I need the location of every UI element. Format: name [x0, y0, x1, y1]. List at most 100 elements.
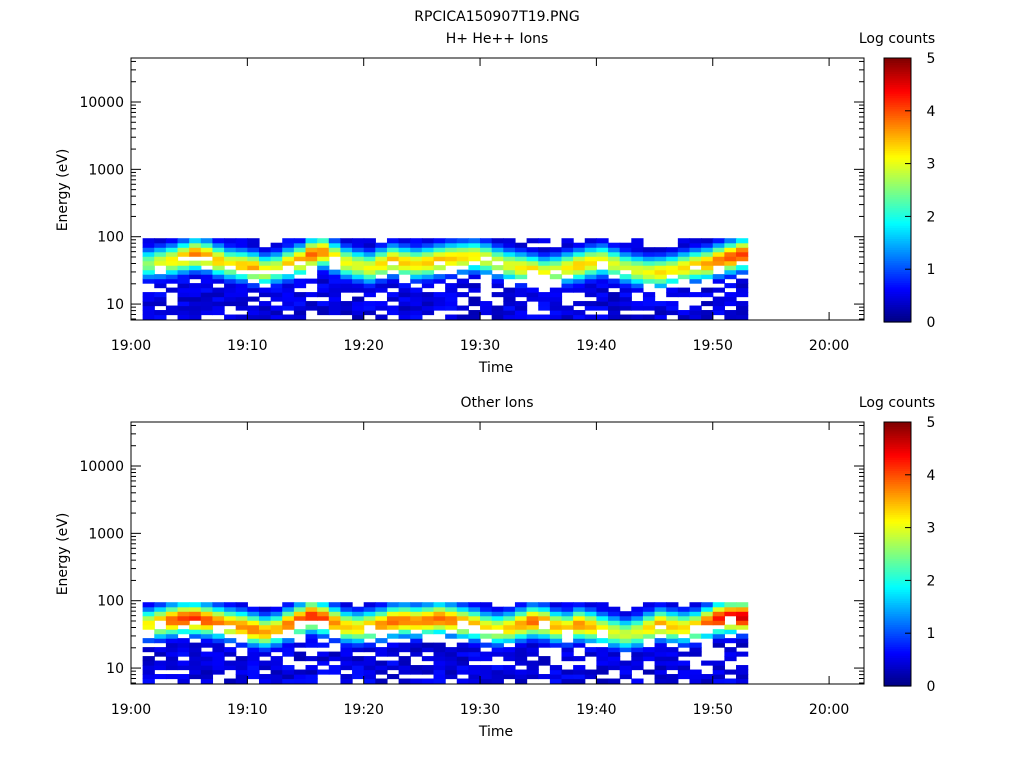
heatmap-cell: [736, 615, 749, 621]
heatmap-cell: [142, 656, 155, 662]
heatmap-cell: [724, 624, 737, 630]
heatmap-cell: [619, 624, 632, 630]
heatmap-cell: [631, 611, 644, 617]
colorbar-step: [884, 472, 911, 476]
heatmap-cell: [142, 678, 155, 684]
heatmap-cell: [328, 301, 342, 307]
colorbar-tick-label: 2: [927, 573, 936, 589]
heatmap-cell: [293, 247, 307, 253]
heatmap-cell: [689, 669, 702, 675]
heatmap-cell: [445, 606, 458, 612]
heatmap-cell: [573, 669, 586, 675]
heatmap-cell: [456, 642, 470, 648]
heatmap-cell: [177, 674, 190, 680]
heatmap-cell: [736, 620, 749, 626]
heatmap-cell: [608, 651, 621, 657]
heatmap-cell: [247, 314, 260, 320]
heatmap-cell: [421, 292, 435, 298]
heatmap-cell: [375, 606, 388, 612]
heatmap-cell: [596, 678, 609, 684]
heatmap-cell: [421, 247, 435, 253]
heatmap-cell: [165, 660, 179, 666]
colorbar-step: [884, 569, 911, 573]
y-tick-label: 10: [106, 297, 124, 313]
x-axis-label: Time: [478, 360, 513, 376]
heatmap-cell: [468, 651, 481, 657]
colorbar-step: [884, 578, 911, 581]
heatmap-cell: [561, 310, 574, 316]
colorbar-step: [884, 286, 911, 290]
heatmap-cell: [282, 292, 295, 298]
heatmap-cell: [293, 669, 307, 675]
heatmap-cell: [200, 242, 214, 248]
heatmap-cell: [398, 656, 411, 662]
heatmap-cell: [538, 602, 551, 608]
colorbar-step: [884, 121, 911, 125]
heatmap-cell: [165, 633, 179, 639]
heatmap-cell: [584, 251, 597, 257]
colorbar-step: [884, 102, 911, 105]
heatmap-cell: [456, 278, 470, 284]
heatmap-cell: [398, 633, 411, 639]
colorbar-step: [884, 128, 911, 132]
heatmap-cell: [619, 265, 632, 271]
heatmap-cell: [375, 305, 388, 311]
heatmap-cell: [654, 660, 667, 666]
heatmap-cell: [352, 642, 365, 648]
heatmap-cell: [689, 602, 702, 608]
heatmap-cell: [631, 660, 644, 666]
heatmap-cell: [165, 647, 179, 653]
heatmap-cell: [154, 256, 167, 262]
heatmap-cell: [736, 669, 749, 675]
x-tick-label: 19:20: [344, 702, 384, 718]
colorbar-step: [884, 313, 911, 316]
heatmap-cell: [480, 674, 493, 680]
heatmap-cell: [258, 314, 272, 320]
heatmap-cell: [398, 642, 411, 648]
heatmap-cell: [189, 296, 202, 302]
heatmap-cell: [596, 305, 609, 311]
heatmap-cell: [491, 624, 504, 630]
heatmap-cell: [421, 242, 435, 248]
heatmap-cell: [701, 247, 714, 253]
heatmap-cell: [282, 665, 295, 671]
heatmap-cell: [642, 265, 656, 271]
colorbar-step: [884, 681, 911, 685]
colorbar-tick-label: 5: [927, 415, 936, 431]
heatmap-cell: [526, 624, 539, 630]
heatmap-cell: [328, 242, 342, 248]
heatmap-cell: [224, 283, 237, 289]
heatmap-cell: [712, 310, 725, 316]
heatmap-cell: [561, 278, 574, 284]
colorbar-step: [884, 648, 911, 652]
heatmap-cell: [666, 651, 679, 657]
heatmap-cell: [642, 651, 656, 657]
heatmap-cell: [503, 251, 516, 257]
colorbar-step: [884, 628, 911, 632]
heatmap-cell: [200, 656, 214, 662]
heatmap-cell: [561, 287, 574, 293]
colorbar-step: [884, 179, 911, 182]
heatmap-cell: [573, 287, 586, 293]
colorbar-step: [884, 683, 911, 687]
heatmap-cell: [642, 606, 656, 612]
heatmap-cell: [584, 274, 597, 280]
colorbar-step: [884, 161, 911, 165]
colorbar-step: [884, 80, 911, 83]
heatmap-cell: [177, 274, 190, 280]
heatmap-cell: [514, 602, 528, 608]
colorbar-step: [884, 639, 911, 643]
heatmap-cell: [398, 615, 411, 621]
heatmap-cell: [642, 647, 656, 653]
heatmap-cell: [177, 287, 190, 293]
heatmap-cell: [165, 287, 179, 293]
heatmap-cell: [305, 615, 318, 621]
heatmap-cell: [573, 278, 586, 284]
heatmap-cell: [386, 265, 400, 271]
heatmap-cell: [724, 242, 737, 248]
heatmap-cell: [293, 310, 307, 316]
heatmap-cell: [445, 602, 458, 608]
heatmap-cell: [445, 260, 458, 266]
heatmap-cell: [736, 633, 749, 639]
heatmap-cell: [561, 242, 574, 248]
